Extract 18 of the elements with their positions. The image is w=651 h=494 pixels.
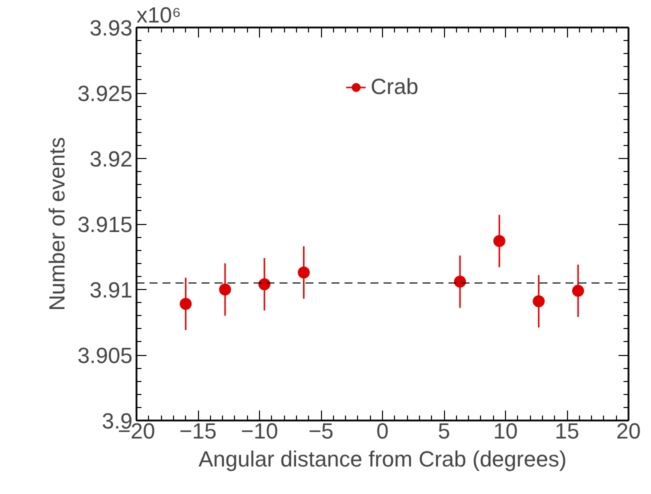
- x-tick-label: −15: [179, 418, 217, 444]
- y-axis-title: Number of events: [44, 137, 70, 311]
- x-tick-label: −10: [240, 418, 278, 444]
- x-axis-title: Angular distance from Crab (degrees): [198, 446, 567, 472]
- y-tick-label: 3.91: [90, 278, 133, 302]
- x-tick-label: 15: [554, 418, 580, 444]
- legend-label: Crab: [370, 74, 418, 100]
- y-tick-label: 3.93: [90, 16, 133, 40]
- y-tick-label: 3.92: [90, 146, 133, 172]
- x-tick-label: −5: [308, 418, 334, 444]
- x-tick-label: 20: [616, 418, 641, 444]
- y-tick-label: 3.915: [77, 212, 133, 237]
- y-tick-label: 3.905: [77, 343, 133, 368]
- y-tick-label: 3.925: [77, 81, 133, 106]
- x-tick-label: 10: [493, 418, 518, 444]
- x-tick-label: 5: [438, 418, 450, 444]
- text: x10⁶: [136, 2, 182, 28]
- x-tick-label: 0: [376, 418, 389, 444]
